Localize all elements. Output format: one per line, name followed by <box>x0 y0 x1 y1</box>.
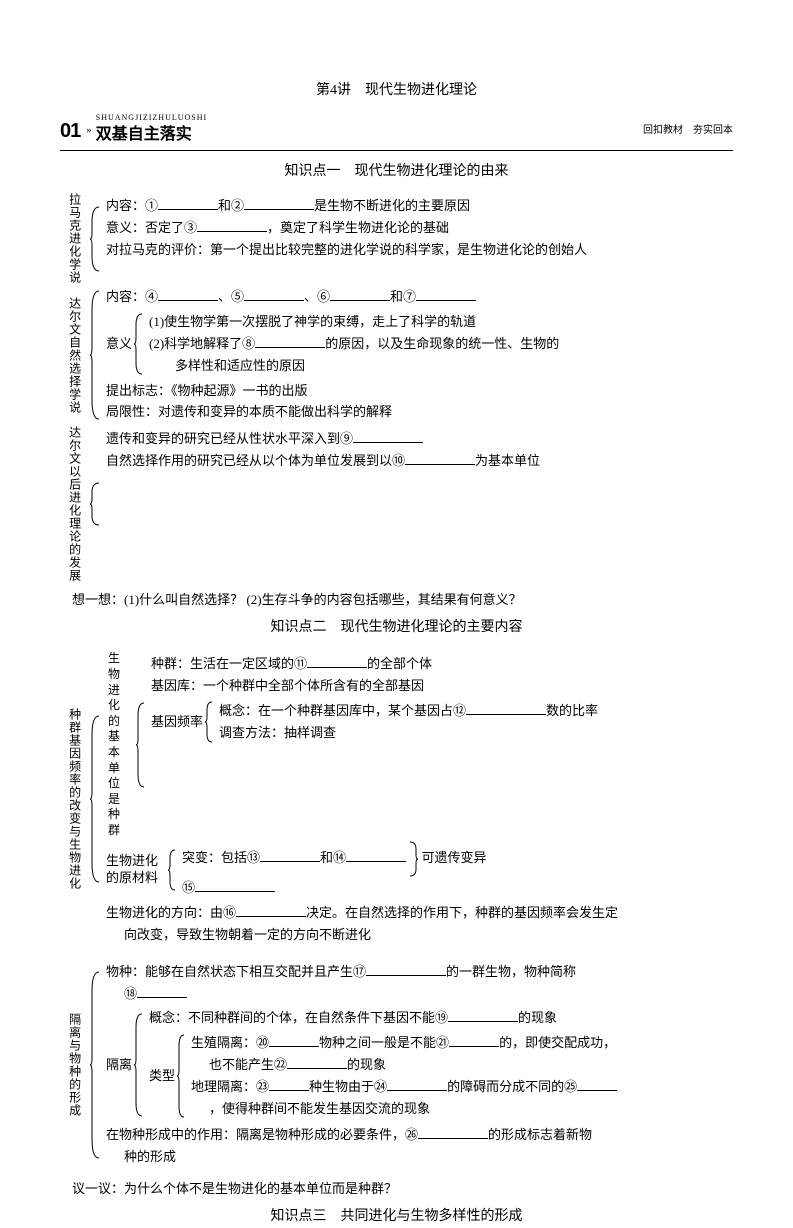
darwin-label: 达尔文自然选择学说 <box>60 284 88 426</box>
kp1-think: 想一想：(1)什么叫自然选择？ (2)生存斗争的内容包括哪些，其结果有何意义？ <box>72 590 733 611</box>
gf-line2: 调查方法：抽样调查 <box>219 723 733 744</box>
type-geo2: ，使得种群间不能发生基因交流的现象 <box>191 1099 733 1120</box>
type-repro2: 也不能产生㉒的现象 <box>191 1055 733 1076</box>
unit-label: 生物进化的基本单位是种群 <box>106 651 134 838</box>
species-role1: 在物种形成中的作用：隔离是物种形成的必要条件，㉖的形成标志着新物 <box>106 1125 733 1146</box>
gf-line1: 概念：在一个种群基因库中，某个基因占⑫数的比率 <box>219 701 733 722</box>
section-title-block: SHUANGJIZIZHULUOSHI 双基自主落实 <box>96 114 207 148</box>
brace-icon <box>132 1005 145 1124</box>
section-pinyin: SHUANGJIZIZHULUOSHI <box>96 114 207 122</box>
brace-icon <box>88 193 102 284</box>
lesson-title: 第4讲 现代生物进化理论 <box>60 80 733 102</box>
darwin-content-line: 内容：④、⑤、⑥和⑦ <box>106 287 733 308</box>
mat-line2: ⑮ <box>182 878 733 899</box>
type-repro1: 生殖隔离：⑳物种之间一般是不能㉑的，即使交配成功， <box>191 1033 733 1054</box>
species-line1b: ⑱ <box>106 984 733 1005</box>
kp2-title: 知识点二 现代生物进化理论的主要内容 <box>60 617 733 639</box>
kp2-group-outline: 种群基因频率的改变与生物进化 生物进化的基本单位是种群 种群：生活在一定区域的⑪… <box>60 649 733 949</box>
unit-line2: 基因库：一个种群中全部个体所含有的全部基因 <box>151 676 733 697</box>
gf-label: 基因频率 <box>151 698 203 747</box>
dir-line2: 向改变，导致生物朝着一定的方向不断进化 <box>106 925 733 946</box>
section-main-title: 双基自主落实 <box>96 126 192 143</box>
section-bar: 01 » SHUANGJIZIZHULUOSHI 双基自主落实 回扣教材 夯实回… <box>60 114 733 151</box>
mat-label: 生物进化的原材料 <box>106 838 166 902</box>
section-number: 01 <box>60 115 80 147</box>
brace-icon <box>203 698 215 747</box>
species-role2: 种的形成 <box>106 1147 733 1168</box>
lamarck-line1: 内容：①和②是生物不断进化的主要原因 <box>106 196 733 217</box>
darwin-yi3: 多样性和适应性的原因 <box>149 356 733 377</box>
after-line2: 自然选择作用的研究已经从以个体为单位发展到以⑩为基本单位 <box>106 451 733 472</box>
group-label: 种群基因频率的改变与生物进化 <box>60 649 88 949</box>
after-line1: 遗传和变异的研究已经从性状水平深入到⑨ <box>106 429 733 450</box>
type-geo1: 地理隔离：㉓种生物由于㉔的障碍而分成不同的㉕ <box>191 1077 733 1098</box>
lamarck-line3: 对拉马克的评价：第一个提出比较完整的进化学说的科学家，是生物进化论的创始人 <box>106 240 733 261</box>
brace-icon <box>134 651 147 838</box>
section-right-note: 回扣教材 夯实回本 <box>643 123 733 139</box>
darwin-yi-label: 意义 <box>106 309 132 379</box>
kp2-think: 议一议：为什么个体不是生物进化的基本单位而是种群？ <box>72 1179 733 1200</box>
darwin-yi1: (1)使生物学第一次摆脱了神学的束缚，走上了科学的轨道 <box>149 312 733 333</box>
brace-icon <box>88 959 102 1171</box>
brace-icon <box>132 309 145 379</box>
kp1-outline: 拉马克进化学说 内容：①和②是生物不断进化的主要原因 意义：否定了③，奠定了科学… <box>60 193 733 582</box>
iso-label: 隔离 <box>106 1005 132 1124</box>
darwin-limit: 局限性：对遗传和变异的本质不能做出科学的解释 <box>106 402 733 423</box>
species-label: 隔离与物种的形成 <box>60 959 88 1171</box>
type-label: 类型 <box>149 1030 175 1122</box>
brace-icon <box>166 838 178 902</box>
brace-icon <box>88 284 102 426</box>
dir-line1: 生物进化的方向：由⑯决定。在自然选择的作用下，种群的基因频率会发生定 <box>106 903 733 924</box>
mat-line1: 突变：包括⑬和⑭ 可遗传变异 <box>182 841 733 877</box>
brace-icon <box>88 649 102 949</box>
lamarck-label: 拉马克进化学说 <box>60 193 88 284</box>
brace-icon <box>88 426 102 582</box>
darwin-yi2: (2)科学地解释了⑧的原因，以及生命现象的统一性、生物的 <box>149 334 733 355</box>
section-arrows-icon: » <box>86 122 90 140</box>
lamarck-line2: 意义：否定了③，奠定了科学生物进化论的基础 <box>106 218 733 239</box>
kp3-title: 知识点三 共同进化与生物多样性的形成 <box>60 1206 733 1228</box>
darwin-mark: 提出标志：《物种起源》一书的出版 <box>106 381 733 402</box>
species-line1: 物种：能够在自然状态下相互交配并且产生⑰的一群生物，物种简称 <box>106 962 733 983</box>
kp1-title: 知识点一 现代生物进化理论的由来 <box>60 161 733 183</box>
iso-concept: 概念：不同种群间的个体，在自然条件下基因不能⑲的现象 <box>149 1008 733 1029</box>
brace-icon <box>175 1030 187 1122</box>
kp2-species-outline: 隔离与物种的形成 物种：能够在自然状态下相互交配并且产生⑰的一群生物，物种简称 … <box>60 959 733 1171</box>
after-label: 达尔文以后进化理论的发展 <box>60 426 88 582</box>
unit-line1: 种群：生活在一定区域的⑪的全部个体 <box>151 654 733 675</box>
